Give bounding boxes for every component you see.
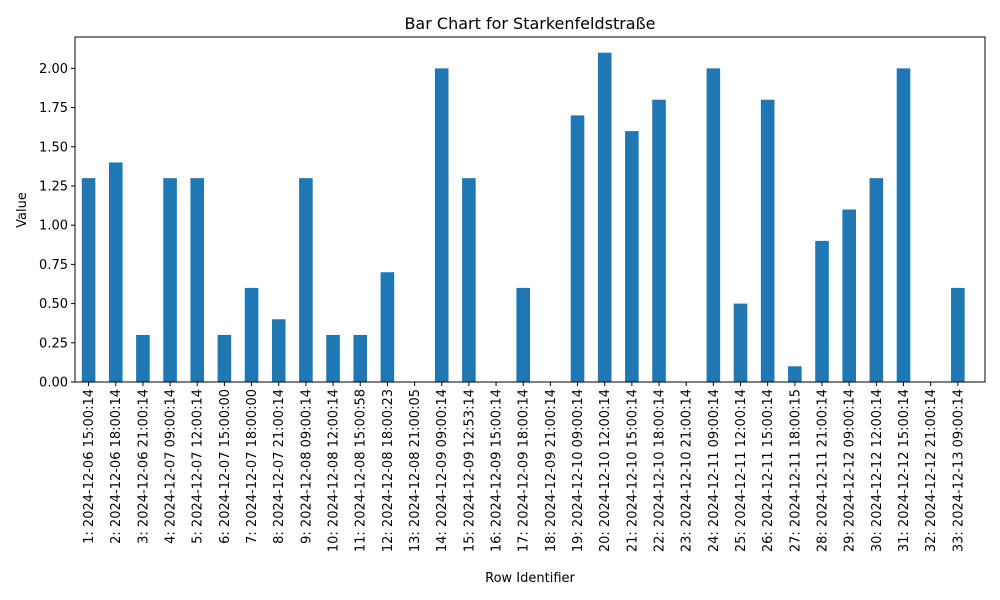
x-tick-label: 17: 2024-12-09 18:00:14 bbox=[517, 389, 532, 552]
bar bbox=[570, 115, 585, 382]
y-tick-label: 1.00 bbox=[39, 219, 68, 234]
bar bbox=[434, 68, 449, 382]
y-axis: 0.00 0.25 0.50 0.75 1.00 1.25 1.50 1.75 2.00 bbox=[39, 62, 75, 391]
bar bbox=[842, 209, 856, 382]
bar bbox=[81, 178, 96, 382]
x-tick-label: 25: 2024-12-11 12:00:14 bbox=[734, 389, 749, 552]
bar bbox=[869, 178, 884, 382]
bar bbox=[380, 272, 395, 382]
bar bbox=[652, 99, 666, 383]
y-tick-label: 0.00 bbox=[39, 376, 68, 391]
y-tick-label: 1.50 bbox=[39, 140, 68, 155]
x-tick-label: 29: 2024-12-12 09:00:14 bbox=[843, 389, 858, 552]
y-axis-title: Value bbox=[15, 192, 30, 228]
bar bbox=[516, 287, 530, 382]
x-tick-label: 20: 2024-12-10 12:00:14 bbox=[598, 389, 613, 552]
x-tick-label: 5: 2024-12-07 12:00:14 bbox=[191, 389, 206, 544]
bar bbox=[271, 319, 286, 382]
bar bbox=[217, 334, 232, 382]
bar bbox=[896, 68, 911, 382]
x-tick-label: 27: 2024-12-11 18:00:15 bbox=[788, 389, 803, 552]
bar bbox=[136, 334, 150, 382]
x-tick-label: 4: 2024-12-07 09:00:14 bbox=[164, 389, 179, 544]
y-tick-label: 1.75 bbox=[39, 101, 68, 116]
bar bbox=[326, 334, 340, 382]
x-tick-label: 14: 2024-12-09 09:00:14 bbox=[435, 389, 450, 552]
x-tick-label: 24: 2024-12-11 09:00:14 bbox=[707, 389, 722, 552]
bar bbox=[163, 178, 177, 382]
x-tick-label: 11: 2024-12-08 15:00:58 bbox=[354, 389, 369, 552]
bar bbox=[788, 366, 802, 382]
x-tick-label: 28: 2024-12-11 21:00:14 bbox=[816, 389, 831, 552]
bar bbox=[299, 178, 313, 382]
bar bbox=[760, 99, 775, 383]
x-tick-label: 12: 2024-12-08 18:00:23 bbox=[381, 389, 396, 552]
x-tick-label: 33: 2024-12-13 09:00:14 bbox=[951, 389, 966, 552]
x-tick-label: 15: 2024-12-09 12:53:14 bbox=[462, 389, 477, 552]
x-tick-label: 22: 2024-12-10 18:00:14 bbox=[653, 389, 668, 552]
bars-group bbox=[81, 52, 965, 383]
bar bbox=[244, 287, 259, 382]
x-tick-label: 32: 2024-12-12 21:00:14 bbox=[924, 389, 939, 552]
bar bbox=[733, 303, 748, 382]
x-tick-label: 19: 2024-12-10 09:00:14 bbox=[571, 389, 586, 552]
y-tick-label: 0.75 bbox=[39, 258, 68, 273]
x-tick-label: 31: 2024-12-12 15:00:14 bbox=[897, 389, 912, 552]
x-tick-label: 16: 2024-12-09 15:00:14 bbox=[490, 389, 505, 552]
x-tick-label: 9: 2024-12-08 09:00:14 bbox=[299, 389, 314, 544]
bar bbox=[597, 52, 612, 382]
x-tick-label: 2: 2024-12-06 18:00:14 bbox=[109, 389, 124, 544]
x-tick-label: 18: 2024-12-09 21:00:14 bbox=[544, 389, 559, 552]
bar bbox=[951, 287, 965, 382]
bar bbox=[706, 68, 721, 382]
x-tick-label: 30: 2024-12-12 12:00:14 bbox=[870, 389, 885, 552]
bar bbox=[190, 178, 205, 382]
bar bbox=[353, 334, 368, 382]
x-tick-label: 26: 2024-12-11 15:00:14 bbox=[761, 389, 776, 552]
x-tick-label: 6: 2024-12-07 15:00:00 bbox=[218, 389, 233, 544]
bar bbox=[462, 178, 476, 382]
x-tick-label: 7: 2024-12-07 18:00:00 bbox=[245, 389, 260, 544]
bar bbox=[815, 240, 829, 382]
plot-frame bbox=[74, 36, 986, 383]
bar bbox=[108, 162, 123, 382]
y-tick-label: 2.00 bbox=[39, 62, 68, 77]
x-axis: 1: 2024-12-06 15:00:14 2: 2024-12-06 18:0… bbox=[82, 382, 966, 552]
y-tick-label: 0.50 bbox=[39, 297, 68, 312]
x-tick-label: 10: 2024-12-08 12:00:14 bbox=[327, 389, 342, 552]
x-tick-label: 8: 2024-12-07 21:00:14 bbox=[272, 389, 287, 544]
y-tick-label: 1.25 bbox=[39, 179, 68, 194]
chart-title: Bar Chart for Starkenfeldstraße bbox=[404, 14, 655, 33]
x-tick-label: 21: 2024-12-10 15:00:14 bbox=[625, 389, 640, 552]
bar bbox=[625, 131, 639, 382]
x-tick-label: 3: 2024-12-06 21:00:14 bbox=[136, 389, 151, 544]
x-tick-label: 23: 2024-12-10 21:00:14 bbox=[680, 389, 695, 552]
x-tick-label: 1: 2024-12-06 15:00:14 bbox=[82, 389, 97, 544]
y-tick-label: 0.25 bbox=[39, 336, 68, 351]
x-axis-title: Row Identifier bbox=[485, 571, 575, 586]
x-tick-label: 13: 2024-12-08 21:00:05 bbox=[408, 389, 423, 552]
